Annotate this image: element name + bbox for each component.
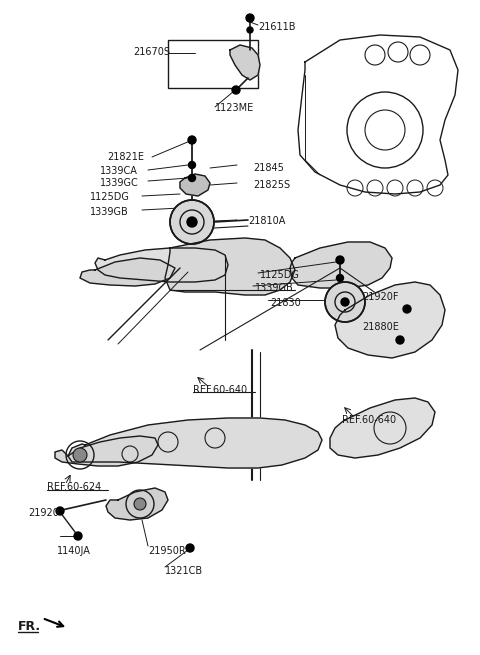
Text: 21810A: 21810A: [248, 216, 286, 226]
Polygon shape: [68, 418, 322, 468]
Text: 21920: 21920: [28, 508, 59, 518]
Polygon shape: [80, 258, 175, 286]
Polygon shape: [95, 248, 228, 282]
Polygon shape: [290, 242, 392, 288]
Circle shape: [189, 174, 195, 181]
Polygon shape: [335, 282, 445, 358]
Text: 1123ME: 1123ME: [215, 103, 254, 113]
Circle shape: [246, 14, 254, 22]
Polygon shape: [55, 436, 158, 466]
Polygon shape: [106, 488, 168, 520]
Polygon shape: [330, 398, 435, 458]
Text: 21611B: 21611B: [258, 22, 296, 32]
Circle shape: [73, 448, 87, 462]
Polygon shape: [165, 238, 295, 295]
Circle shape: [232, 86, 240, 94]
Text: REF.60-624: REF.60-624: [47, 482, 101, 492]
Circle shape: [74, 532, 82, 540]
Text: 1125DG: 1125DG: [90, 192, 130, 202]
Text: REF.60-640: REF.60-640: [342, 415, 396, 425]
Circle shape: [247, 27, 253, 33]
Text: 1339GC: 1339GC: [100, 178, 139, 188]
Text: 1339CA: 1339CA: [100, 166, 138, 176]
Text: 21821E: 21821E: [107, 152, 144, 162]
Text: 21880E: 21880E: [362, 322, 399, 332]
Circle shape: [170, 200, 214, 244]
Text: FR.: FR.: [18, 620, 41, 633]
Circle shape: [341, 298, 349, 306]
Circle shape: [396, 336, 404, 344]
Text: 1140JA: 1140JA: [57, 546, 91, 556]
Polygon shape: [180, 174, 210, 196]
Text: 21825S: 21825S: [253, 180, 290, 190]
Bar: [168, 40, 258, 88]
Text: 21920F: 21920F: [362, 292, 398, 302]
Polygon shape: [298, 35, 458, 194]
Text: 1125DG: 1125DG: [260, 270, 300, 280]
Circle shape: [186, 544, 194, 552]
Circle shape: [336, 256, 344, 264]
Text: 21845: 21845: [253, 163, 284, 173]
Circle shape: [403, 305, 411, 313]
Circle shape: [189, 162, 195, 168]
Text: 1321CB: 1321CB: [165, 566, 203, 576]
Text: 1339GB: 1339GB: [90, 207, 129, 217]
Text: 21830: 21830: [270, 298, 301, 308]
Circle shape: [188, 136, 196, 144]
Circle shape: [187, 217, 197, 227]
Text: 1339GB: 1339GB: [255, 283, 294, 293]
Circle shape: [56, 507, 64, 515]
Text: REF.60-640: REF.60-640: [193, 385, 247, 395]
Circle shape: [325, 282, 365, 322]
Circle shape: [134, 498, 146, 510]
Polygon shape: [230, 45, 260, 80]
Circle shape: [336, 274, 344, 282]
Text: 21950R: 21950R: [148, 546, 186, 556]
Text: 21670S: 21670S: [133, 47, 170, 57]
